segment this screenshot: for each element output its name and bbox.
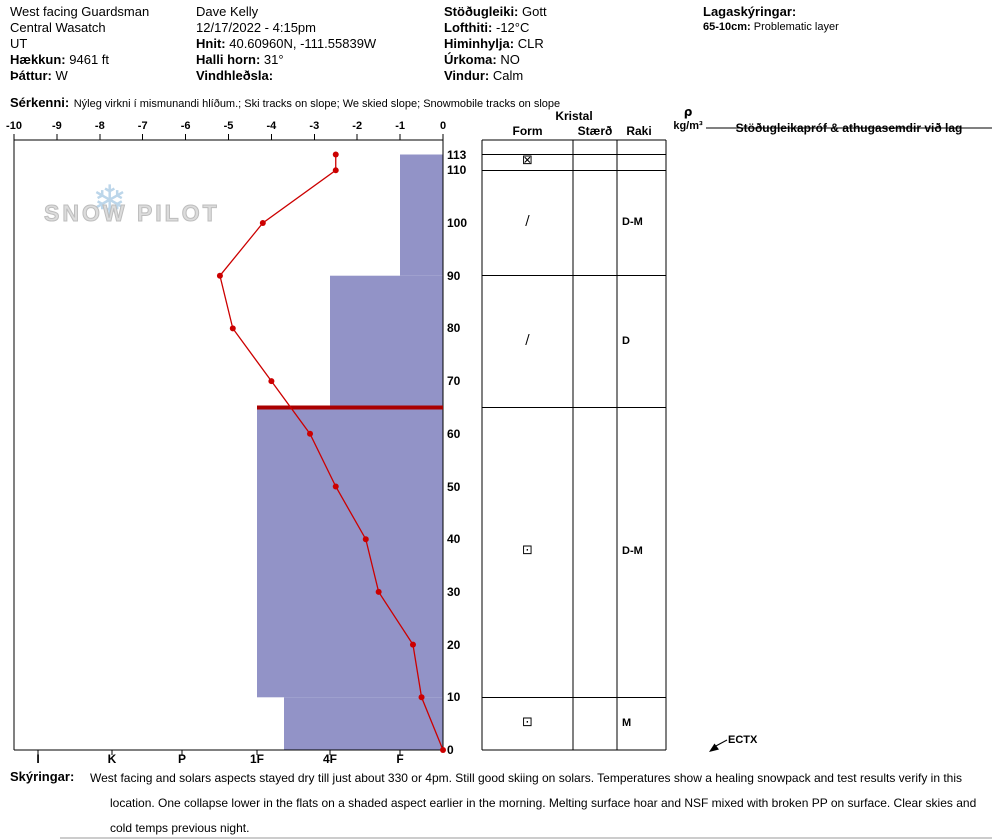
header-observer-column: Dave Kelly 12/17/2022 - 4:15pm Hnit: 40.… — [196, 4, 376, 84]
elevation-value: 9461 ft — [69, 52, 110, 67]
temperature-point — [259, 220, 266, 227]
temperature-point — [307, 430, 314, 437]
wind-row: Vindur: Calm — [444, 68, 547, 84]
hardness-bar-layer — [400, 154, 443, 276]
comments-text: West facing and solars aspects stayed dr… — [90, 771, 977, 835]
wind-loading-label: Vindhleðsla: — [196, 68, 274, 83]
layer-note-depth: 65-10cm: — [703, 21, 751, 33]
kristal-col-form: Form — [512, 124, 543, 138]
temperature-point — [409, 641, 416, 648]
elevation-label: Hækkun: — [10, 52, 66, 67]
comments-section: Skýringar: West facing and solars aspect… — [0, 766, 994, 840]
site-name: West facing Guardsman — [10, 4, 150, 19]
slope-angle-row: Halli horn: 31° — [196, 52, 376, 68]
kristal-col-size: Stærð — [577, 124, 613, 138]
coordinates-row: Hnit: 40.60960N, -111.55839W — [196, 36, 376, 52]
air-temp-value: -12°C — [496, 20, 530, 35]
stability-test-result: ECTX — [728, 734, 758, 746]
ectx-arrow-head — [709, 743, 719, 752]
kristal-col-moisture: Raki — [626, 124, 652, 138]
coordinates-value: 40.60960N, -111.55839W — [229, 36, 377, 51]
temperature-point — [332, 483, 339, 490]
comments-label: Skýringar: — [10, 769, 75, 784]
temperature-point — [375, 588, 382, 595]
sky-cover-value: CLR — [517, 36, 544, 51]
air-temp-label: Lofthiti: — [444, 20, 493, 35]
stability-value: Gott — [522, 4, 547, 19]
state-name: UT — [10, 36, 28, 51]
precip-label: Úrkoma: — [444, 52, 497, 67]
elevation-row: Hækkun: 9461 ft — [10, 52, 149, 68]
temperature-point — [229, 325, 236, 332]
header-conditions-column: Stöðugleiki: Gott Lofthiti: -12°C Himinh… — [444, 4, 547, 84]
sky-cover-row: Himinhylja: CLR — [444, 36, 547, 52]
observer-name: Dave Kelly — [196, 4, 259, 19]
layer-note-text: Problematic layer — [753, 21, 839, 33]
serkenni-label: Sérkenni: — [10, 95, 70, 110]
snowflake-icon: ❄ — [92, 176, 128, 225]
density-symbol: ρ — [683, 105, 693, 119]
density-unit: kg/m³ — [673, 120, 703, 132]
temperature-point — [268, 378, 275, 385]
air-temp-row: Lofthiti: -12°C — [444, 20, 547, 36]
aspect-label: Þáttur: — [10, 68, 52, 83]
snowpilot-watermark: SNOW PILOT — [44, 200, 220, 227]
kristal-title: Kristal — [555, 109, 593, 123]
wind-label: Vindur: — [444, 68, 490, 83]
region-name: Central Wasatch — [10, 20, 106, 35]
temperature-point — [362, 536, 369, 543]
temperature-point — [216, 272, 223, 279]
aspect-row: Þáttur: W — [10, 68, 149, 84]
wind-value: Calm — [492, 68, 524, 83]
temperature-point — [332, 167, 339, 174]
stability-label: Stöðugleiki: — [444, 4, 519, 19]
observation-datetime: 12/17/2022 - 4:15pm — [196, 20, 316, 35]
header-layer-notes-column: Lagaskýringar: 65-10cm: Problematic laye… — [703, 4, 839, 35]
precip-value: NO — [500, 52, 520, 67]
temperature-point — [440, 747, 446, 753]
serkenni-value: Nýleg virkni í mismunandi hlíðum.; Ski t… — [73, 98, 561, 110]
slope-angle-label: Halli horn: — [196, 52, 261, 67]
layer-notes-title: Lagaskýringar: — [703, 4, 797, 19]
coordinates-label: Hnit: — [196, 36, 226, 51]
sky-cover-label: Himinhylja: — [444, 36, 515, 51]
serkenni-row: Sérkenni: Nýleg virkni í mismunandi hlíð… — [10, 94, 560, 112]
hardness-bar-layer — [284, 697, 443, 750]
hardness-bar-layer — [257, 407, 443, 698]
stability-row: Stöðugleiki: Gott — [444, 4, 547, 20]
wind-loading-row: Vindhleðsla: — [196, 68, 376, 84]
temperature-point — [332, 151, 339, 158]
header-location-column: West facing Guardsman Central Wasatch UT… — [10, 4, 149, 84]
aspect-value: W — [55, 68, 68, 83]
temperature-point — [418, 694, 425, 701]
slope-angle-value: 31° — [263, 52, 284, 67]
layer-note-row: 65-10cm: Problematic layer — [703, 20, 839, 35]
precip-row: Úrkoma: NO — [444, 52, 547, 68]
hardness-bar-layer — [330, 275, 443, 408]
